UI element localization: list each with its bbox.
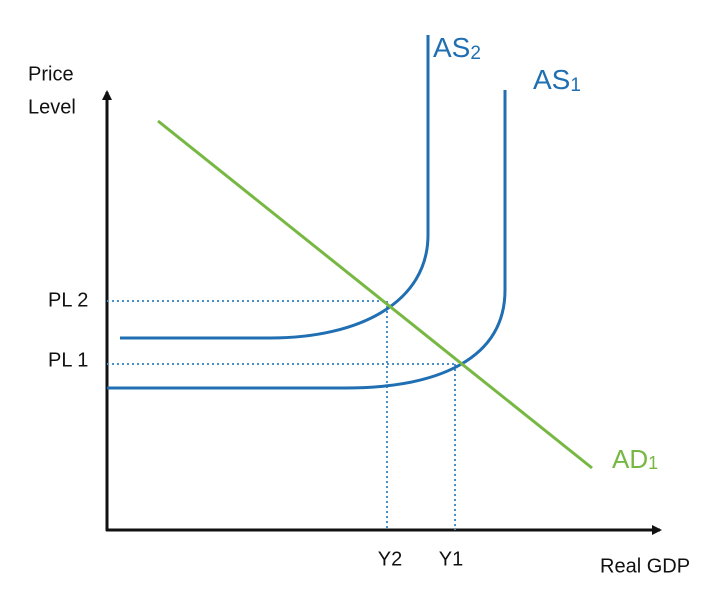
guide-pl2	[107, 300, 388, 530]
y-axis-label: Level	[28, 96, 76, 118]
guide-pl1	[107, 363, 456, 530]
y-axis-label: Price	[28, 63, 74, 85]
output-label: Y2	[378, 548, 402, 570]
as2-curve	[120, 35, 430, 340]
level-label: PL 2	[48, 289, 88, 311]
curve-label: AD1	[612, 444, 658, 474]
level-label: PL 1	[48, 349, 88, 371]
ad1-curve	[157, 119, 593, 470]
curve-label: AS1	[533, 64, 581, 96]
output-label: Y1	[439, 548, 463, 570]
x-axis-label: Real GDP	[600, 555, 690, 577]
curve-label: AS2	[433, 32, 481, 64]
